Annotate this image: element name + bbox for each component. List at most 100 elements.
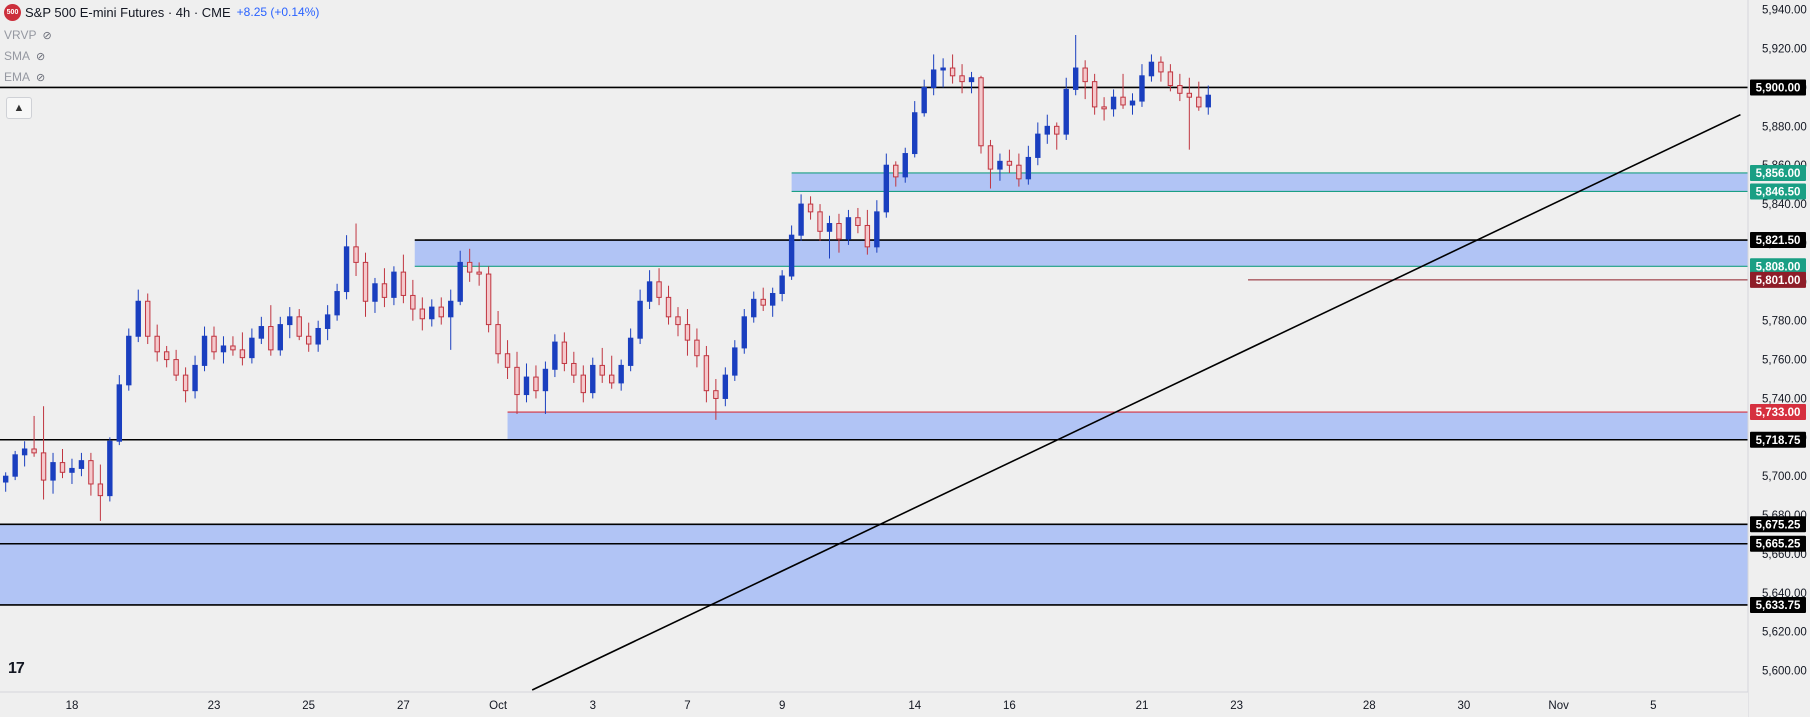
candle-body	[902, 153, 908, 178]
level-label-text: 5,675.25	[1756, 519, 1801, 531]
candle-body	[466, 261, 473, 273]
collapse-button[interactable]: ▲	[6, 97, 32, 119]
candle-body	[968, 77, 975, 83]
candle-body	[201, 335, 208, 366]
candle-body	[1196, 96, 1202, 108]
candle-body	[769, 292, 776, 306]
candle	[1044, 114, 1050, 144]
candle	[466, 248, 473, 282]
time-tick-label: Nov	[1548, 700, 1569, 712]
candle-body	[561, 341, 568, 364]
candle	[627, 328, 634, 372]
candle	[400, 254, 407, 304]
candle	[429, 299, 435, 327]
candlestick-series	[2, 34, 1211, 521]
candle	[741, 309, 747, 354]
candle	[192, 355, 198, 399]
candle	[201, 326, 208, 372]
candle-body	[656, 281, 662, 298]
indicator-sma[interactable]: SMA ⊘	[4, 47, 45, 65]
candle	[769, 287, 776, 317]
price-tick-label: 5,740.00	[1762, 393, 1807, 405]
candle	[410, 279, 416, 321]
candle	[571, 351, 577, 383]
candle	[1101, 97, 1107, 121]
candle	[788, 225, 795, 280]
candle	[533, 365, 539, 399]
candle-body	[978, 77, 984, 147]
horizontal-levels	[0, 86, 1748, 606]
candle-body	[59, 462, 66, 473]
indicator-ema[interactable]: EMA ⊘	[4, 68, 45, 86]
candle	[31, 415, 37, 457]
candle-body	[940, 67, 946, 71]
trendline	[531, 113, 1741, 691]
candle-body	[192, 364, 198, 392]
price-tick-label: 5,840.00	[1762, 199, 1807, 211]
candle-body	[400, 271, 407, 296]
level-label-bg	[1750, 183, 1806, 200]
candle	[968, 71, 975, 94]
time-tick-label: 23	[208, 700, 221, 712]
level-label-text: 5,733.00	[1756, 407, 1801, 419]
candle	[12, 450, 18, 481]
time-axis-bg	[0, 692, 1748, 717]
candle	[722, 367, 729, 407]
candle	[703, 345, 710, 403]
candle-body	[372, 283, 378, 302]
candle	[1035, 122, 1041, 166]
candle-body	[646, 281, 653, 302]
level-price-label: 5,633.75	[1750, 596, 1806, 613]
eye-off-icon[interactable]: ⊘	[36, 71, 46, 84]
candle	[656, 268, 662, 306]
indicator-label: VRVP	[4, 28, 37, 42]
candle-body	[817, 211, 823, 232]
eye-off-icon[interactable]: ⊘	[42, 29, 52, 42]
candle	[1063, 77, 1069, 140]
candle	[495, 310, 501, 364]
candle-body	[107, 440, 113, 497]
candle	[239, 332, 246, 366]
candle	[457, 250, 463, 306]
candle	[912, 101, 918, 158]
candle-body	[571, 362, 577, 376]
candle	[145, 293, 151, 345]
level-label-bg	[1750, 271, 1806, 288]
candle-body	[429, 306, 435, 320]
candle	[1186, 77, 1193, 150]
candle-body	[410, 294, 416, 310]
level-price-label: 5,900.00	[1750, 79, 1806, 96]
candle	[305, 322, 312, 352]
chart-header: 500 S&P 500 E-mini Futures · 4h · CME +8…	[4, 3, 319, 21]
eye-off-icon[interactable]: ⊘	[36, 50, 46, 63]
indicator-vrvp[interactable]: VRVP ⊘	[4, 26, 52, 44]
time-tick-label: 7	[684, 700, 690, 712]
time-axis[interactable]: 18 23 25 27 Oct 3 7 9 14 16 21 23 28 30 Nov 5	[0, 691, 1748, 717]
candle	[930, 54, 937, 96]
symbol-title[interactable]: S&P 500 E-mini Futures · 4h · CME	[25, 4, 231, 20]
candle	[561, 332, 568, 372]
candle-body	[1082, 67, 1088, 83]
candle	[249, 328, 255, 364]
candle	[959, 64, 965, 94]
candle	[334, 283, 340, 321]
candle-body	[665, 296, 672, 318]
candle	[135, 289, 141, 343]
candle	[580, 365, 586, 403]
candle-body	[855, 217, 861, 226]
candle-body	[864, 224, 871, 248]
candle-body	[1186, 92, 1193, 98]
candle	[182, 367, 189, 403]
candle-body	[751, 298, 757, 318]
candle	[381, 268, 388, 308]
candle-body	[1091, 81, 1098, 108]
candle-body	[788, 234, 795, 277]
level-label-bg	[1750, 516, 1806, 533]
price-tick-label: 5,660.00	[1762, 549, 1807, 561]
level-label-text: 5,718.75	[1756, 435, 1801, 447]
candle	[940, 58, 946, 88]
level-label-bg	[1750, 535, 1806, 552]
candle	[893, 161, 899, 187]
candle-body	[1035, 133, 1041, 158]
